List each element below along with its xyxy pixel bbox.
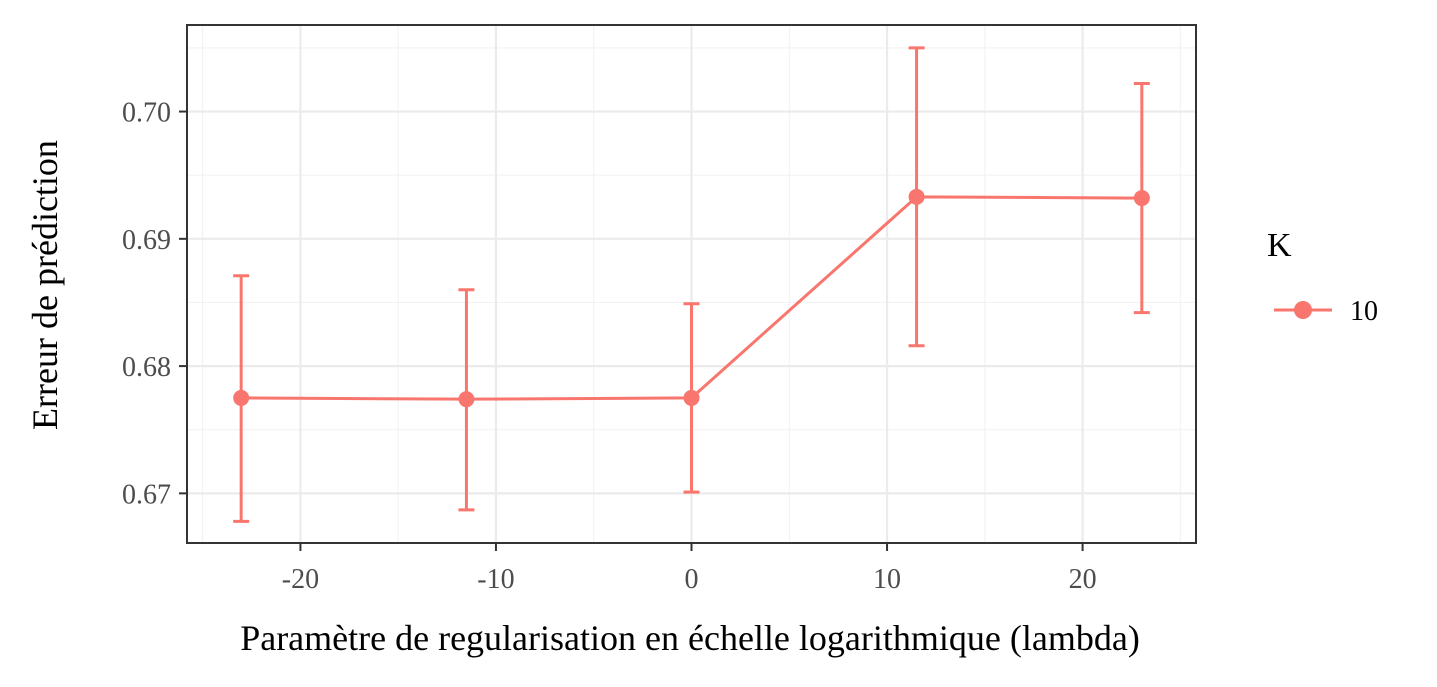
legend-key-point xyxy=(1294,301,1312,319)
y-tick-label: 0.67 xyxy=(122,479,171,510)
y-tick-label: 0.70 xyxy=(122,98,171,129)
y-axis-ticks: 0.67 0.68 0.69 0.70 xyxy=(122,98,187,510)
x-tick-label: 20 xyxy=(1069,564,1097,595)
x-tick-label: -10 xyxy=(477,564,514,595)
x-tick-label: 0 xyxy=(685,564,699,595)
data-points xyxy=(233,188,1150,408)
y-tick-label: 0.68 xyxy=(122,352,171,383)
legend: K 10 xyxy=(1267,227,1378,327)
data-point xyxy=(908,188,925,205)
data-point xyxy=(458,391,475,408)
data-point xyxy=(683,389,700,406)
x-axis-ticks: -20 -10 0 10 20 xyxy=(282,543,1097,595)
x-axis-title: Paramètre de regularisation en échelle l… xyxy=(240,618,1140,658)
y-tick-label: 0.69 xyxy=(122,225,171,256)
data-point xyxy=(233,389,250,406)
x-tick-label: 10 xyxy=(873,564,901,595)
legend-label: 10 xyxy=(1350,296,1378,327)
legend-title: K xyxy=(1267,227,1292,264)
y-axis-title: Erreur de prédiction xyxy=(25,140,65,430)
x-tick-label: -20 xyxy=(282,564,319,595)
data-point xyxy=(1133,190,1150,207)
